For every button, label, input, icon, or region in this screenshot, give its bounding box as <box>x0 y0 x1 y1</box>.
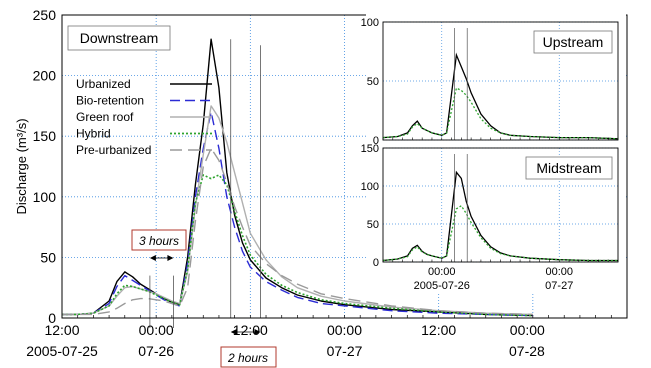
annotation-box-3-hours <box>131 229 187 251</box>
main-series <box>62 38 533 317</box>
x-tick-label: 12:00 <box>421 322 456 338</box>
y-tick-label: 200 <box>33 68 57 84</box>
x-tick-label-date: 2005-07-25 <box>26 343 98 359</box>
x-tick-label: 00:00 <box>510 322 545 338</box>
y-tick-label: 100 <box>33 189 57 205</box>
inset-y-tick-label: 0 <box>373 135 379 147</box>
inset-y-tick-label: 100 <box>361 181 379 193</box>
y-tick-label: 150 <box>33 128 57 144</box>
inset-upstream: 0 50 100 Upstream <box>361 17 619 147</box>
series-line-hybrid <box>62 174 533 317</box>
inset-y-tick-label: 150 <box>361 143 379 155</box>
legend-label: Green roof <box>76 110 134 124</box>
inset-series-hybrid <box>382 204 618 262</box>
panel-title-box <box>67 25 171 51</box>
annotation-box-2-hours <box>220 346 277 368</box>
x-tick-label: 12:00 <box>44 322 79 338</box>
inset-series-hybrid <box>382 87 619 140</box>
series-line-bio-retention <box>62 111 533 317</box>
series-line-urbanized <box>62 38 533 317</box>
inset-title-box <box>525 156 613 180</box>
annotation-2-hours: 2 hours <box>227 351 268 365</box>
inset-y-tick-label: 0 <box>373 257 379 269</box>
y-tick-label: 0 <box>48 310 56 326</box>
panel-title: Downstream <box>80 30 159 46</box>
arrow-heads <box>149 255 174 261</box>
inset-y-tick-label: 50 <box>367 219 379 231</box>
legend: Urbanized Bio-retention Green roof Hybrid Pr… <box>76 77 212 157</box>
x-tick-label: 00:00 <box>139 322 174 338</box>
x-tick-label-date: 07-26 <box>138 343 174 359</box>
inset-title-box <box>533 30 613 54</box>
legend-label: Bio-retention <box>76 94 144 108</box>
inset-title: Midstream <box>536 160 601 176</box>
inset-border <box>382 147 619 263</box>
inset-x-tick-label: 00:00 <box>428 266 456 278</box>
inset-title: Upstream <box>543 34 604 50</box>
series-line-green-roof <box>62 105 533 316</box>
y-tick-label: 250 <box>33 7 57 23</box>
legend-label: Urbanized <box>76 77 131 91</box>
x-tick-label-date: 07-28 <box>509 343 545 359</box>
inset-midstream: 0 50 100 150 Midstream 00:00 2005-07-26 00:00 07… <box>361 143 619 292</box>
inset-border <box>382 21 619 141</box>
inset-x-tick-label: 00:00 <box>545 266 573 278</box>
inset-y-tick-label: 100 <box>361 17 379 29</box>
legend-label: Hybrid <box>76 127 111 141</box>
inset-series-urbanized <box>382 52 619 140</box>
legend-label: Pre-urbanized <box>76 143 151 157</box>
arrow-heads <box>230 329 261 335</box>
series-line-pre-urbanized <box>62 147 533 316</box>
x-tick-label: 12:00 <box>233 322 268 338</box>
y-tick-label: 50 <box>40 249 56 265</box>
plot-border <box>61 14 628 319</box>
inset-y-tick-label: 50 <box>367 76 379 88</box>
y-axis-label: Discharge (m³/s) <box>14 118 29 214</box>
x-tick-label: 00:00 <box>327 322 362 338</box>
x-tick-label-date: 07-27 <box>327 343 363 359</box>
annotation-3-hours: 3 hours <box>139 234 179 248</box>
inset-x-tick-label-date: 07-27 <box>545 280 573 292</box>
inset-x-tick-label-date: 2005-07-26 <box>414 280 470 292</box>
